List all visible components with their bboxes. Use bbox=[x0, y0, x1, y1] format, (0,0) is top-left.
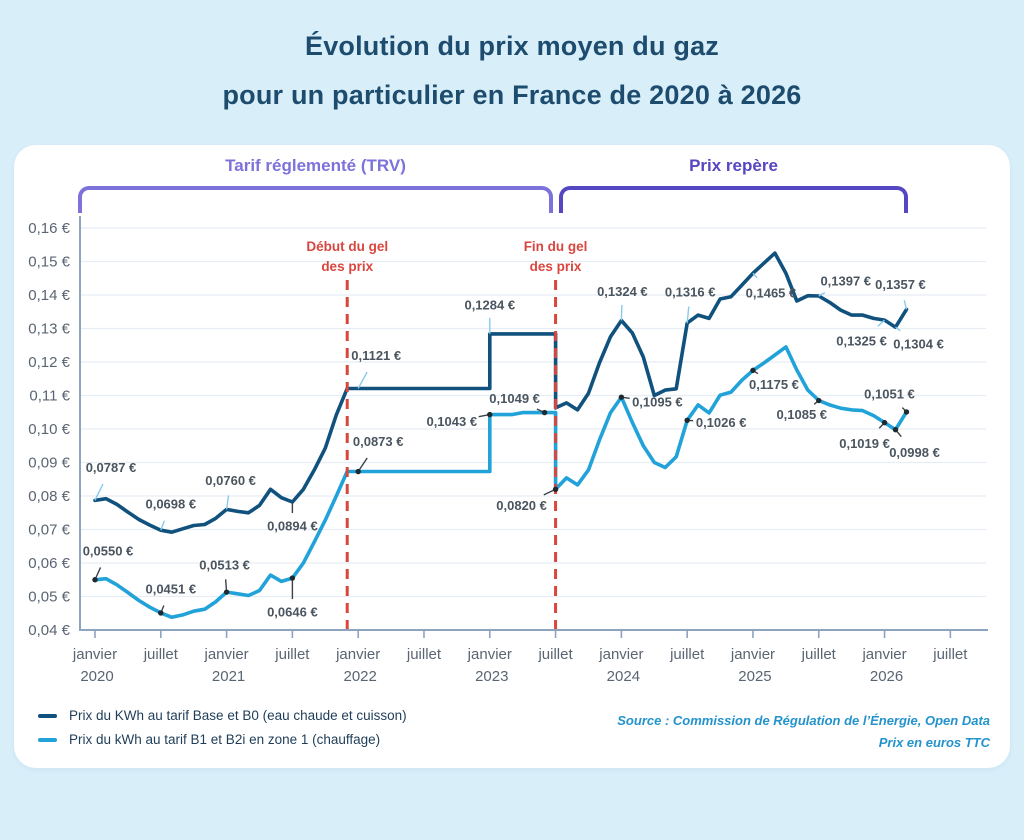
legend-item-base-b0: Prix du KWh au tarif Base et B0 (eau cha… bbox=[38, 708, 407, 723]
svg-text:juillet: juillet bbox=[406, 646, 442, 663]
svg-text:0,1085 €: 0,1085 € bbox=[776, 407, 827, 422]
svg-text:0,15 €: 0,15 € bbox=[28, 254, 70, 271]
svg-text:Début du gel: Début du gel bbox=[306, 239, 388, 254]
series-line-b1_b2i bbox=[93, 345, 909, 620]
svg-text:0,12 €: 0,12 € bbox=[28, 354, 70, 371]
legend-label-b1-b2i: Prix du kWh au tarif B1 et B2i en zone 1… bbox=[69, 732, 381, 747]
legend-label-base-b0: Prix du KWh au tarif Base et B0 (eau cha… bbox=[69, 708, 407, 723]
svg-text:janvier: janvier bbox=[203, 646, 248, 663]
svg-text:0,0550 €: 0,0550 € bbox=[83, 543, 134, 558]
svg-text:juillet: juillet bbox=[932, 646, 968, 663]
legend-swatch-base-b0 bbox=[38, 713, 57, 718]
svg-text:0,0451 €: 0,0451 € bbox=[145, 581, 196, 596]
svg-text:janvier: janvier bbox=[467, 646, 512, 663]
svg-text:2026: 2026 bbox=[870, 668, 903, 685]
svg-text:0,0646 €: 0,0646 € bbox=[267, 605, 318, 620]
svg-text:0,0998 €: 0,0998 € bbox=[889, 445, 940, 460]
svg-text:janvier: janvier bbox=[730, 646, 775, 663]
source-note: Source : Commission de Régulation de l’É… bbox=[617, 710, 990, 754]
svg-text:2025: 2025 bbox=[738, 668, 771, 685]
svg-text:0,1304 €: 0,1304 € bbox=[893, 337, 944, 352]
svg-text:janvier: janvier bbox=[335, 646, 380, 663]
svg-text:0,08 €: 0,08 € bbox=[28, 488, 70, 505]
svg-text:juillet: juillet bbox=[537, 646, 573, 663]
legend-item-b1-b2i: Prix du kWh au tarif B1 et B2i en zone 1… bbox=[38, 732, 407, 747]
svg-text:juillet: juillet bbox=[143, 646, 179, 663]
svg-text:0,1095 €: 0,1095 € bbox=[632, 395, 683, 410]
y-axis-labels: 0,04 € 0,05 € 0,06 € 0,07 € 0,08 € 0,09 € 0,10… bbox=[28, 220, 70, 639]
svg-text:0,0787 €: 0,0787 € bbox=[86, 460, 137, 475]
period-label-prix-repere: Prix repère bbox=[689, 156, 778, 175]
svg-text:0,09 €: 0,09 € bbox=[28, 455, 70, 472]
period-label-trv: Tarif réglementé (TRV) bbox=[225, 156, 406, 175]
svg-text:0,1043 €: 0,1043 € bbox=[426, 414, 477, 429]
svg-text:0,04 €: 0,04 € bbox=[28, 622, 70, 639]
chart-card bbox=[14, 145, 1010, 768]
svg-text:0,1324 €: 0,1324 € bbox=[597, 284, 648, 299]
period-bracket-trv bbox=[78, 186, 553, 213]
svg-text:0,0513 €: 0,0513 € bbox=[199, 558, 250, 573]
gridlines bbox=[80, 227, 986, 598]
svg-text:janvier: janvier bbox=[861, 646, 906, 663]
svg-text:0,0894 €: 0,0894 € bbox=[267, 519, 318, 534]
svg-text:2020: 2020 bbox=[80, 668, 113, 685]
svg-text:0,1357 €: 0,1357 € bbox=[875, 277, 926, 292]
svg-text:0,05 €: 0,05 € bbox=[28, 589, 70, 606]
svg-text:0,1051 €: 0,1051 € bbox=[864, 386, 915, 401]
svg-text:0,1325 €: 0,1325 € bbox=[836, 334, 887, 349]
x-axis-labels: janvier 2020 juillet janvier 2021 juillet janv… bbox=[72, 646, 968, 685]
price-freeze-annotations: Début du gel des prix Fin du gel des prix bbox=[306, 239, 587, 629]
svg-text:des prix: des prix bbox=[321, 259, 373, 274]
svg-text:0,0698 €: 0,0698 € bbox=[145, 497, 196, 512]
page-title-line1: Évolution du prix moyen du gaz bbox=[304, 31, 720, 61]
svg-text:0,0820 €: 0,0820 € bbox=[496, 498, 547, 513]
svg-text:0,14 €: 0,14 € bbox=[28, 287, 70, 304]
svg-text:0,11 €: 0,11 € bbox=[29, 388, 70, 405]
svg-text:0,1284 €: 0,1284 € bbox=[464, 297, 515, 312]
svg-text:0,16 €: 0,16 € bbox=[28, 220, 70, 237]
svg-text:janvier: janvier bbox=[72, 646, 117, 663]
source-line1: Source : Commission de Régulation de l’É… bbox=[617, 713, 990, 728]
series-line-base_b0 bbox=[93, 251, 909, 534]
svg-text:0,1316 €: 0,1316 € bbox=[665, 285, 716, 300]
page-title-line2: pour un particulier en France de 2020 à … bbox=[222, 80, 802, 110]
svg-text:0,1026 €: 0,1026 € bbox=[696, 415, 747, 430]
svg-text:2023: 2023 bbox=[475, 668, 508, 685]
source-line2: Prix en euros TTC bbox=[878, 735, 990, 750]
svg-text:juillet: juillet bbox=[669, 646, 705, 663]
svg-text:Fin du gel: Fin du gel bbox=[524, 239, 588, 254]
svg-text:0,1121 €: 0,1121 € bbox=[351, 348, 401, 363]
svg-text:0,10 €: 0,10 € bbox=[28, 421, 70, 438]
svg-text:0,07 €: 0,07 € bbox=[28, 522, 70, 539]
svg-text:juillet: juillet bbox=[274, 646, 310, 663]
svg-text:0,1465 €: 0,1465 € bbox=[746, 286, 797, 301]
svg-text:0,0760 €: 0,0760 € bbox=[205, 473, 256, 488]
svg-text:juillet: juillet bbox=[801, 646, 837, 663]
page-title: Évolution du prix moyen du gaz pour un p… bbox=[0, 22, 1024, 120]
svg-text:2021: 2021 bbox=[212, 668, 245, 685]
svg-text:0,06 €: 0,06 € bbox=[28, 555, 70, 572]
svg-text:des prix: des prix bbox=[530, 259, 582, 274]
svg-text:2022: 2022 bbox=[343, 668, 376, 685]
point-value-labels: 0,0787 € 0,0698 € 0,0760 € 0,0894 € 0,1121 €… bbox=[83, 272, 944, 620]
svg-text:0,13 €: 0,13 € bbox=[28, 321, 70, 338]
svg-text:0,0873 €: 0,0873 € bbox=[353, 434, 404, 449]
legend-swatch-b1-b2i bbox=[38, 737, 57, 742]
axes bbox=[79, 216, 988, 638]
svg-text:0,1397 €: 0,1397 € bbox=[820, 274, 871, 289]
svg-text:janvier: janvier bbox=[598, 646, 643, 663]
svg-text:0,1175 €: 0,1175 € bbox=[749, 377, 799, 392]
chart-legend: Prix du KWh au tarif Base et B0 (eau cha… bbox=[38, 708, 407, 756]
period-bracket-prix-repere bbox=[559, 186, 908, 213]
svg-text:0,1049 €: 0,1049 € bbox=[489, 391, 540, 406]
svg-text:0,1019 €: 0,1019 € bbox=[839, 436, 890, 451]
svg-text:2024: 2024 bbox=[607, 668, 640, 685]
